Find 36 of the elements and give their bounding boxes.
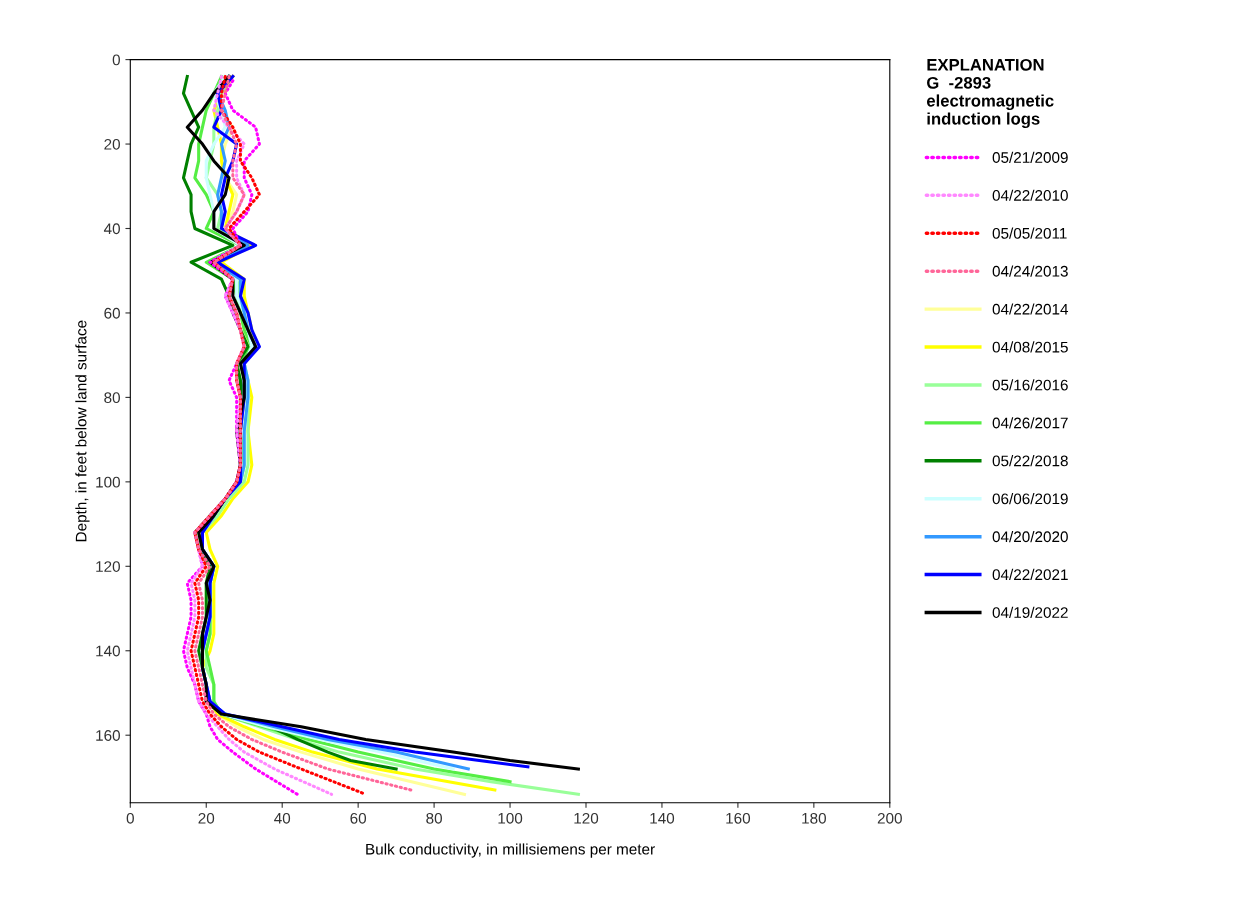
legend-label: 05/05/2011 <box>992 227 1067 239</box>
y-tick-label: 100 <box>96 476 120 488</box>
x-tick-label: 160 <box>726 812 751 824</box>
y-axis-title: Depth, in feet below land surface <box>75 320 90 542</box>
legend-label: 04/19/2022 <box>992 606 1068 618</box>
y-tick-label: 60 <box>104 307 120 319</box>
legend-label: 04/22/2021 <box>992 568 1068 581</box>
x-tick-label: 100 <box>498 812 523 824</box>
y-tick-label: 40 <box>103 223 120 235</box>
x-tick-label: 200 <box>877 812 902 824</box>
x-tick-label: 0 <box>126 812 134 824</box>
x-tick-label: 80 <box>426 812 442 824</box>
y-tick-label: 0 <box>112 54 120 66</box>
y-tick-label: 120 <box>96 561 120 572</box>
legend-label: 04/22/2014 <box>992 303 1069 315</box>
x-axis-title: Bulk conductivity, in millisiemens per meter <box>366 843 655 858</box>
x-tick-label: 60 <box>350 812 367 824</box>
legend-label: 04/26/2017 <box>992 417 1068 429</box>
legend-label: 05/21/2009 <box>992 151 1068 163</box>
legend-label: 04/24/2013 <box>992 265 1068 277</box>
legend-title: EXPLANATION G -2893 electromagnetic induction logs <box>926 58 1054 129</box>
y-tick-label: 20 <box>104 138 120 150</box>
y-tick-label: 160 <box>96 730 120 741</box>
x-tick-label: 180 <box>802 812 826 824</box>
x-tick-label: 120 <box>574 812 599 824</box>
legend-label: 04/20/2020 <box>992 530 1068 543</box>
y-tick-label: 140 <box>96 645 120 657</box>
legend-label: 05/16/2016 <box>992 379 1068 391</box>
x-tick-label: 140 <box>650 812 675 824</box>
legend-label: 04/08/2015 <box>992 341 1068 353</box>
legend-label: 06/06/2019 <box>992 493 1068 505</box>
y-tick-label: 80 <box>104 392 120 404</box>
legend-label: 05/22/2018 <box>992 455 1068 467</box>
x-tick-label: 20 <box>198 812 215 824</box>
legend-label: 04/22/2010 <box>992 189 1068 201</box>
x-tick-label: 40 <box>274 812 291 824</box>
